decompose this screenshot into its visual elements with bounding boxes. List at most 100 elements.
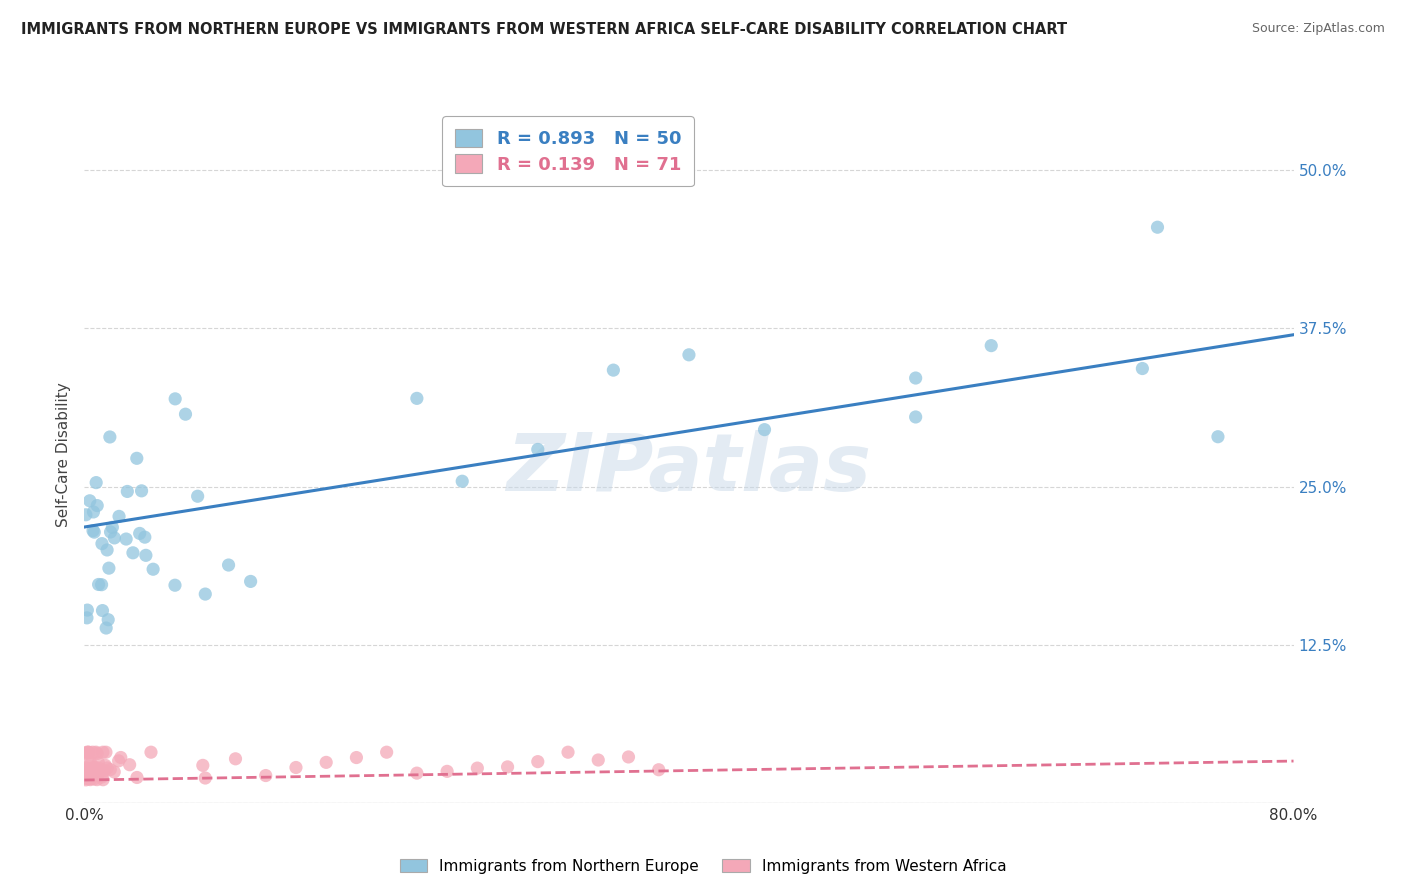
Point [75, 761, 97, 775]
Point [77, 771, 100, 785]
Point [79, 764, 101, 778]
Point [98, 430, 121, 444]
Point [118, 757, 141, 772]
Point [904, 371, 927, 385]
Point [98, 763, 121, 777]
Point [602, 363, 624, 377]
Point [94, 745, 117, 759]
Point [77, 745, 100, 759]
Point [79, 493, 101, 508]
Point [165, 392, 187, 406]
Point [75, 772, 97, 787]
Point [82, 770, 104, 784]
Point [82, 524, 104, 538]
Point [218, 558, 240, 572]
Y-axis label: Self-Care Disability: Self-Care Disability [56, 383, 72, 527]
Point [100, 524, 122, 539]
Point [75, 767, 97, 781]
Point [75, 508, 97, 522]
Point [91, 770, 114, 784]
Point [82, 505, 104, 519]
Point [134, 530, 156, 544]
Point [117, 484, 139, 499]
Point [174, 407, 197, 421]
Point [80, 761, 103, 775]
Point [1130, 361, 1153, 376]
Point [91, 772, 114, 787]
Point [436, 764, 458, 779]
Point [87, 756, 110, 770]
Point [82, 763, 104, 777]
Point [96, 761, 118, 775]
Point [76, 745, 98, 759]
Point [80, 756, 103, 771]
Point [94, 758, 117, 772]
Point [125, 451, 148, 466]
Point [678, 348, 700, 362]
Point [527, 442, 550, 457]
Point [239, 574, 262, 589]
Point [80, 768, 103, 782]
Point [79, 772, 101, 787]
Point [76, 611, 98, 625]
Point [80, 772, 103, 786]
Text: IMMIGRANTS FROM NORTHERN EUROPE VS IMMIGRANTS FROM WESTERN AFRICA SELF-CARE DISA: IMMIGRANTS FROM NORTHERN EUROPE VS IMMIG… [21, 22, 1067, 37]
Point [285, 760, 308, 774]
Point [1146, 220, 1168, 235]
Point [97, 613, 120, 627]
Point [76, 770, 98, 784]
Point [84, 761, 107, 775]
Point [91, 745, 114, 759]
Point [84, 768, 107, 782]
Point [980, 338, 1002, 352]
Point [115, 532, 138, 546]
Point [139, 745, 162, 759]
Point [617, 750, 640, 764]
Point [122, 546, 145, 560]
Point [75, 768, 97, 782]
Point [467, 761, 489, 775]
Legend: Immigrants from Northern Europe, Immigrants from Western Africa: Immigrants from Northern Europe, Immigra… [394, 853, 1012, 880]
Point [191, 758, 214, 772]
Point [91, 536, 114, 550]
Point [135, 549, 157, 563]
Point [97, 561, 120, 575]
Point [648, 763, 671, 777]
Point [754, 423, 776, 437]
Point [82, 764, 104, 779]
Point [93, 764, 115, 778]
Point [315, 756, 337, 770]
Point [496, 760, 519, 774]
Point [557, 745, 579, 759]
Point [86, 499, 108, 513]
Point [125, 771, 148, 785]
Point [225, 752, 247, 766]
Point [187, 489, 209, 503]
Point [103, 764, 125, 779]
Point [79, 766, 101, 780]
Point [107, 754, 129, 768]
Point [84, 745, 107, 759]
Point [254, 768, 277, 782]
Point [83, 762, 105, 776]
Point [76, 603, 98, 617]
Point [110, 750, 132, 764]
Point [76, 762, 98, 776]
Point [84, 475, 107, 490]
Point [103, 531, 125, 545]
Point [82, 769, 104, 783]
Point [77, 753, 100, 767]
Point [128, 526, 150, 541]
Point [86, 747, 108, 761]
Point [76, 765, 98, 780]
Point [83, 766, 105, 780]
Point [83, 525, 105, 540]
Point [77, 745, 100, 759]
Point [87, 577, 110, 591]
Point [96, 621, 118, 635]
Point [406, 766, 429, 780]
Point [142, 562, 165, 576]
Point [86, 772, 108, 787]
Point [91, 604, 114, 618]
Point [194, 587, 217, 601]
